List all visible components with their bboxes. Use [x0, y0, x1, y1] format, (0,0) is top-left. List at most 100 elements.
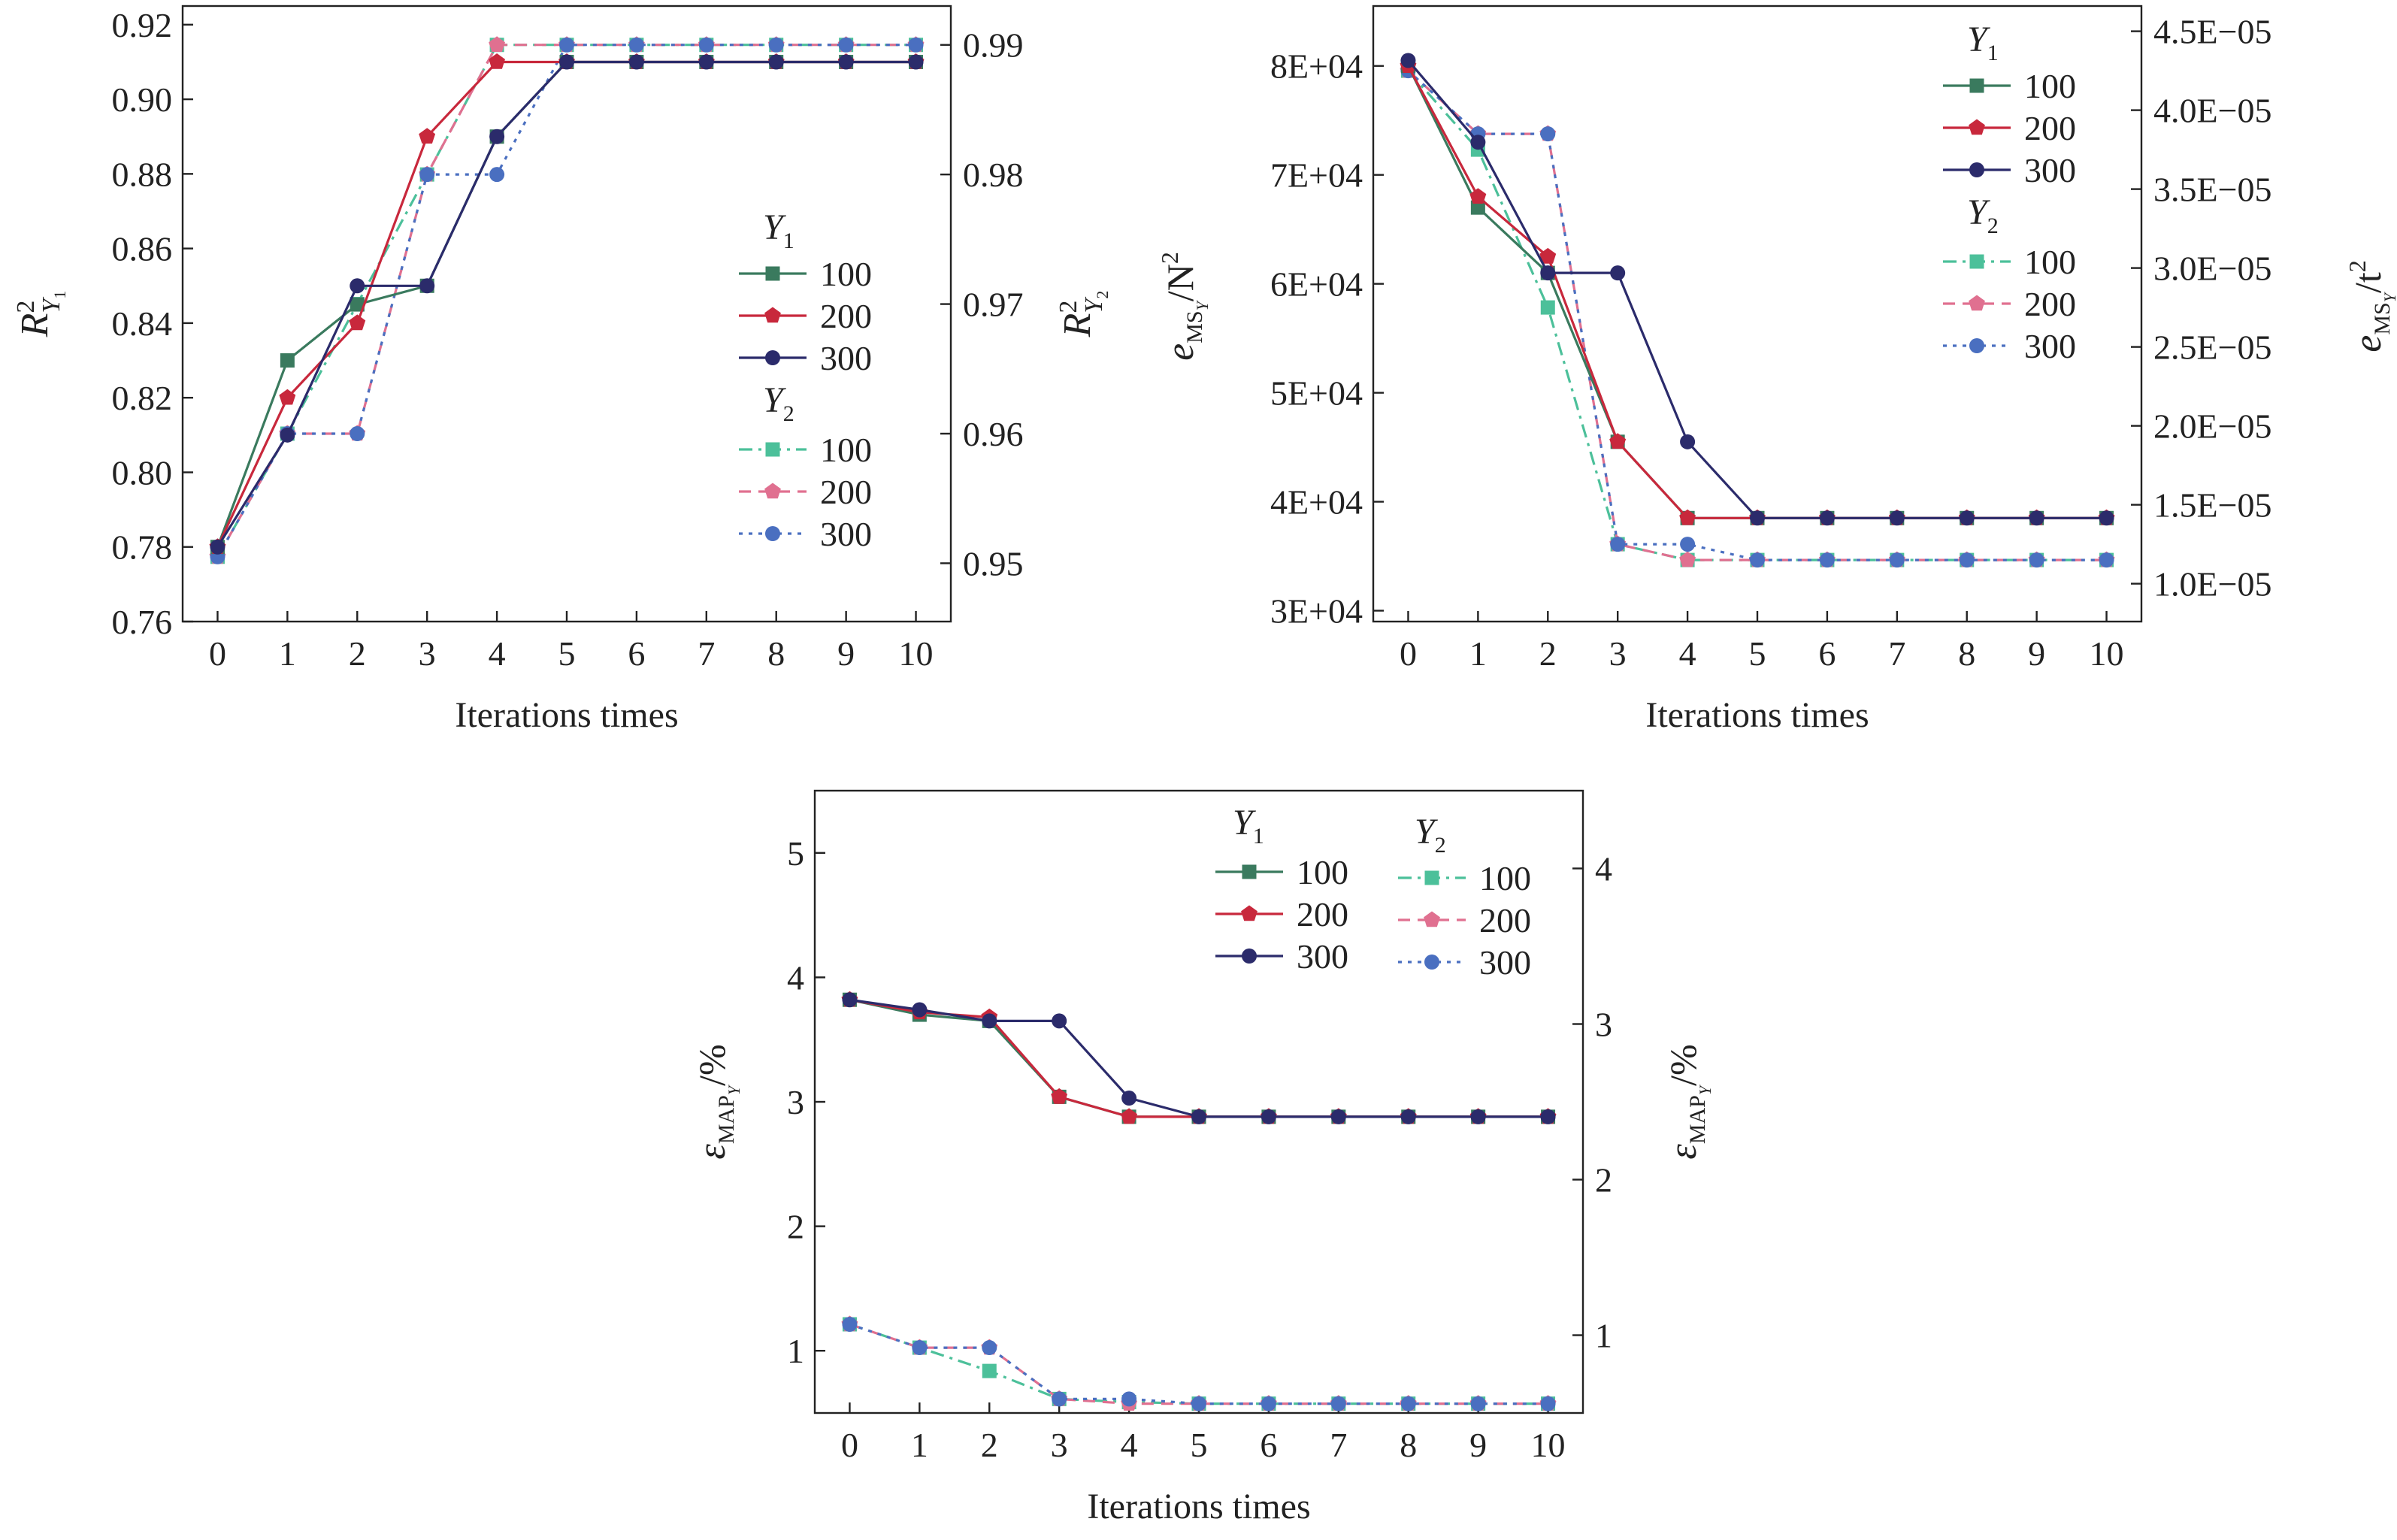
data-point [1330, 1396, 1346, 1411]
legend-marker [1969, 254, 1984, 269]
y2-tick-label: 0.98 [963, 156, 1024, 194]
legend-label: 300 [820, 515, 872, 553]
chart-map: 0 1 2 3 4 5 6 7 8 9 10 Iterations times 1 2 3 4 5 1 2 3 4 εMA… [691, 789, 1715, 1526]
data-point [838, 54, 854, 70]
x-tick-label: 8 [1958, 634, 1975, 673]
x-tick-label: 8 [1400, 1426, 1417, 1464]
legend-marker [764, 483, 781, 499]
series-line [216, 60, 916, 548]
data-point [908, 37, 924, 53]
y1-tick-label: 0.78 [112, 528, 173, 567]
series-line [216, 44, 916, 558]
series-y1-100 [210, 54, 924, 555]
legend-marker [1424, 955, 1439, 970]
legend-marker [1969, 119, 1985, 135]
x-tick-label: 9 [1469, 1426, 1487, 1464]
series-line [216, 60, 916, 548]
legend-marker [1242, 864, 1257, 879]
legend-label: 200 [2024, 285, 2076, 323]
data-point [1052, 1013, 1067, 1029]
data-point [2099, 552, 2114, 568]
y1-tick-label: 7E+04 [1270, 156, 1363, 195]
x-tick-label: 0 [209, 634, 226, 673]
x-tick-label: 2 [981, 1426, 998, 1464]
y2-tick-label: 2.5E−05 [2153, 328, 2272, 367]
legend-label: 200 [820, 473, 872, 511]
y1-tick-label: 5 [787, 834, 804, 873]
x-tick-label: 5 [1191, 1426, 1208, 1464]
x-tick-label: 6 [628, 634, 645, 673]
y-axis-label: R2Y2 [1055, 291, 1112, 338]
y2-tick-label: 1 [1595, 1317, 1612, 1355]
x-tick-label: 7 [1888, 634, 1905, 673]
data-point [628, 54, 644, 70]
data-point [838, 37, 854, 53]
legend-label: 100 [820, 255, 872, 293]
legend-marker [765, 526, 780, 541]
series-y2-200 [209, 36, 925, 564]
data-point [1680, 434, 1696, 449]
x-tick-label: 4 [1121, 1426, 1138, 1464]
legend: Y1 Y2 100 200 300 100 200 300 [1215, 803, 1531, 982]
data-point [1539, 247, 1557, 264]
legend-marker [765, 350, 780, 365]
data-point [1540, 265, 1556, 281]
data-point [842, 992, 858, 1008]
data-point [280, 353, 295, 368]
data-point [1540, 1396, 1556, 1411]
x-tick-label: 4 [1679, 634, 1696, 673]
data-point [419, 278, 435, 294]
legend-label: 100 [2024, 243, 2076, 281]
y1-tick-label: 0.76 [112, 603, 173, 641]
data-point [350, 425, 365, 441]
series-y1-200 [841, 991, 1557, 1124]
y2-tick-label: 0.99 [963, 26, 1024, 65]
x-tick-label: 7 [698, 634, 715, 673]
y1-tick-label: 5E+04 [1270, 374, 1363, 413]
legend-label: 300 [1479, 943, 1531, 982]
data-point [559, 54, 574, 70]
data-point [489, 36, 505, 52]
data-point [1959, 510, 1975, 526]
data-point [1610, 265, 1626, 281]
data-point [1819, 552, 1835, 568]
data-point [1610, 537, 1626, 552]
y2-tick-label: 0.95 [963, 544, 1024, 582]
legend-marker [1424, 870, 1439, 885]
data-point [1679, 551, 1696, 567]
series-line [1407, 69, 2107, 561]
data-point [1470, 135, 1486, 150]
y-axis-label: eMSY/N2 [1156, 252, 1212, 361]
data-point [489, 129, 505, 144]
data-point [842, 1317, 858, 1333]
series-line [1407, 59, 2107, 519]
x-axis-label: Iterations times [1645, 695, 1869, 735]
data-point [419, 167, 435, 183]
series-line [216, 44, 916, 558]
data-point [1330, 1109, 1346, 1124]
x-tick-label: 9 [837, 634, 855, 673]
y1-tick-label: 1 [787, 1332, 804, 1370]
data-point [1121, 1091, 1137, 1106]
legend-label: 300 [2024, 151, 2076, 189]
series-line [1407, 70, 2107, 561]
legend-marker [1969, 338, 1984, 353]
data-point [1750, 552, 1765, 568]
y2-tick-label: 3.0E−05 [2153, 250, 2272, 288]
data-point [1191, 1109, 1206, 1124]
y1-tick-label: 3 [787, 1083, 804, 1121]
legend-label: 200 [1479, 901, 1531, 939]
data-point [912, 1002, 928, 1018]
y2-tick-label: 4 [1595, 850, 1612, 888]
y1-tick-label: 0.86 [112, 230, 173, 268]
legend-marker [1969, 78, 1984, 93]
data-point [698, 37, 714, 53]
data-point [2099, 510, 2114, 526]
legend-marker [1969, 162, 1984, 177]
legend-group-title: Y1 [763, 207, 794, 253]
legend-label: 200 [820, 297, 872, 335]
y1-tick-label: 0.90 [112, 80, 173, 119]
data-point [489, 167, 505, 183]
y-axis-label: eMSY/t2 [2344, 260, 2397, 352]
data-point [1889, 510, 1905, 526]
